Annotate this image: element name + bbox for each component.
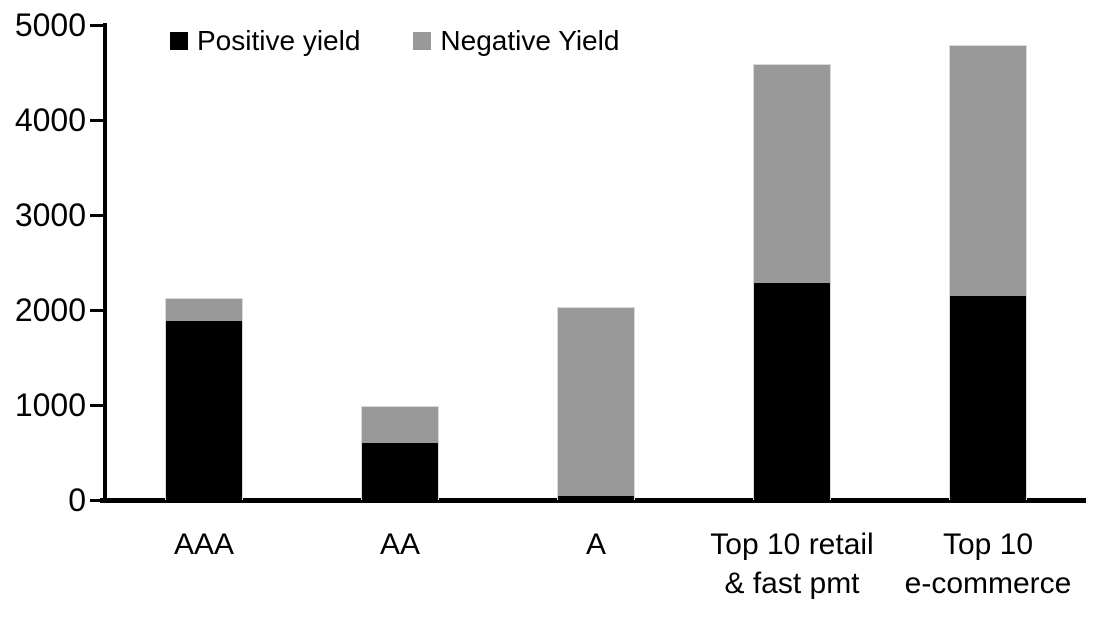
y-axis-tick	[90, 213, 104, 217]
legend-item-positive-yield: Positive yield	[170, 26, 360, 56]
bar-segment-positive-yield	[362, 442, 438, 500]
bar-segment-negative-yield	[754, 64, 830, 283]
y-axis-tick	[90, 498, 104, 502]
legend-item-negative-yield: Negative Yield	[413, 26, 619, 56]
y-axis-tick-label: 4000	[14, 102, 86, 138]
bar-segment-positive-yield	[950, 296, 1026, 500]
x-axis-category-label: AA	[379, 528, 421, 561]
y-axis-tick	[90, 308, 104, 312]
bar-stack-aa	[361, 405, 439, 500]
bar-segment-negative-yield	[166, 298, 242, 322]
chart-legend: Positive yield Negative Yield	[170, 26, 619, 56]
x-axis-category-label: AAA	[173, 528, 235, 561]
bar-segment-positive-yield	[558, 496, 634, 500]
y-axis-tick-label: 2000	[14, 292, 86, 328]
y-axis-tick	[90, 118, 104, 122]
y-axis-tick	[90, 403, 104, 407]
bar-segment-negative-yield	[950, 45, 1026, 297]
legend-label-negative: Negative Yield	[440, 25, 620, 56]
y-axis-tick-label: 3000	[14, 197, 86, 233]
y-axis-tick-label: 5000	[14, 7, 86, 43]
bar-segment-positive-yield	[166, 321, 242, 500]
y-axis-tick	[90, 23, 104, 27]
legend-swatch-positive-icon	[170, 32, 188, 50]
bar-stack-top-10-retail-fast-pmt	[753, 63, 831, 500]
legend-swatch-negative-icon	[413, 32, 432, 50]
y-axis-tick-label: 1000	[14, 387, 86, 423]
bar-segment-negative-yield	[558, 308, 634, 497]
bar-stack-a	[557, 307, 635, 500]
x-axis-category-label: Top 10 e-commerce	[904, 528, 1072, 600]
bar-segment-negative-yield	[362, 406, 438, 443]
bar-stack-top-10-e-commerce	[949, 44, 1027, 500]
y-axis-line	[103, 23, 107, 503]
x-axis-category-label: Top 10 retail & fast pmt	[710, 528, 874, 600]
y-axis-tick-label: 0	[68, 482, 86, 518]
bar-segment-positive-yield	[754, 282, 830, 500]
legend-label-positive: Positive yield	[197, 25, 361, 56]
x-axis-category-label: A	[585, 528, 606, 561]
x-axis-line	[100, 498, 1086, 503]
bar-stack-aaa	[165, 297, 243, 500]
